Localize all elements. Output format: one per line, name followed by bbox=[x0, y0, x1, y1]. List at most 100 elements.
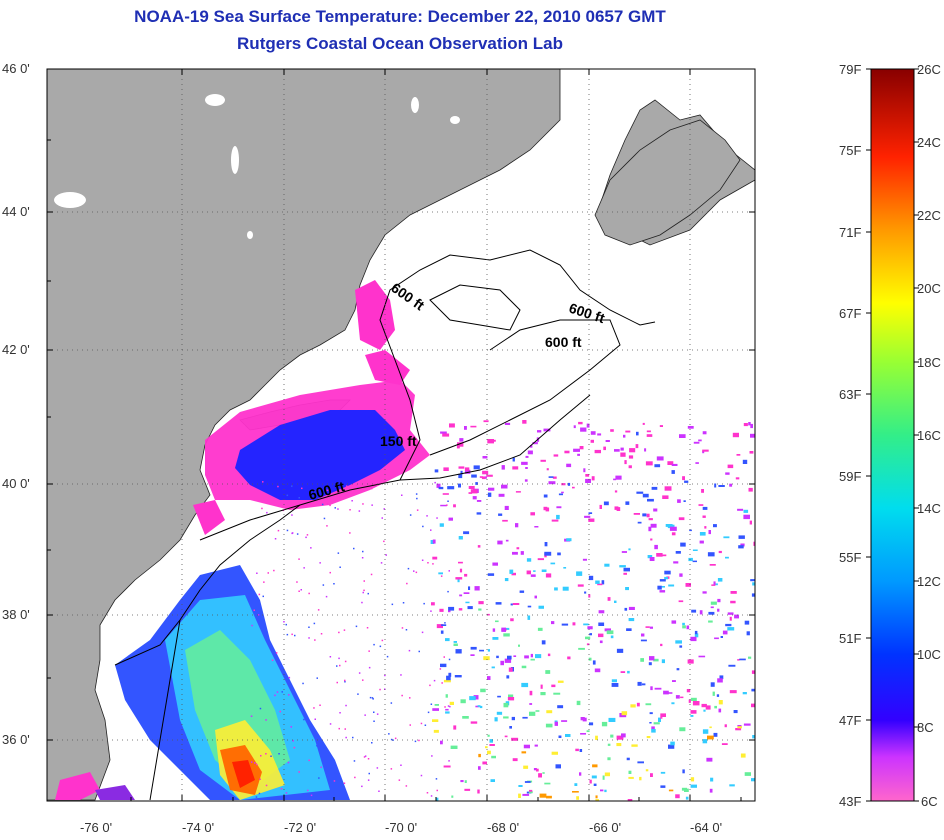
sst-speckle bbox=[510, 618, 514, 622]
sst-speckle bbox=[536, 768, 539, 772]
sst-speckle bbox=[682, 622, 685, 626]
sst-speckle bbox=[254, 762, 256, 764]
sst-speckle bbox=[633, 513, 640, 515]
sst-speckle bbox=[709, 788, 713, 793]
cb-f-label: 47F bbox=[839, 713, 861, 728]
sst-speckle bbox=[642, 513, 647, 517]
sst-speckle bbox=[743, 514, 750, 520]
sst-speckle bbox=[566, 463, 572, 468]
sst-speckle bbox=[645, 461, 653, 466]
sst-speckle bbox=[680, 542, 686, 547]
sst-speckle bbox=[487, 734, 490, 737]
sst-speckle bbox=[691, 609, 697, 613]
sst-speckle bbox=[508, 667, 513, 672]
sst-speckle bbox=[729, 690, 737, 694]
sst-speckle bbox=[727, 464, 734, 469]
sst-speckle bbox=[588, 594, 591, 598]
sst-speckle bbox=[458, 536, 463, 540]
sst-speckle bbox=[438, 572, 443, 575]
sst-speckle bbox=[723, 536, 730, 539]
sst-speckle bbox=[658, 717, 661, 722]
sst-speckle bbox=[280, 788, 283, 790]
sst-speckle bbox=[593, 783, 597, 786]
sst-speckle bbox=[504, 578, 509, 582]
sst-speckle bbox=[551, 684, 556, 688]
sst-speckle bbox=[357, 486, 359, 489]
sst-speckle bbox=[740, 543, 745, 547]
sst-speckle bbox=[625, 587, 629, 591]
sst-speckle bbox=[497, 695, 501, 698]
sst-speckle bbox=[345, 704, 347, 707]
sst-speckle bbox=[351, 500, 353, 502]
sst-speckle bbox=[390, 738, 393, 741]
cb-f-label: 71F bbox=[839, 225, 861, 240]
sst-speckle bbox=[734, 614, 739, 619]
sst-speckle bbox=[710, 606, 714, 609]
sst-speckle bbox=[601, 580, 605, 585]
sst-speckle bbox=[684, 788, 689, 792]
sst-speckle bbox=[600, 789, 604, 792]
sst-speckle bbox=[689, 529, 692, 532]
sst-speckle bbox=[687, 426, 694, 429]
sst-speckle bbox=[259, 707, 262, 710]
sst-speckle bbox=[478, 608, 482, 611]
sst-speckle bbox=[650, 773, 653, 777]
sst-speckle bbox=[482, 470, 489, 475]
sst-speckle bbox=[432, 719, 439, 722]
sst-speckle bbox=[675, 640, 682, 644]
sst-speckle bbox=[645, 703, 652, 706]
sst-speckle bbox=[589, 633, 592, 636]
sst-speckle bbox=[621, 733, 626, 738]
sst-speckle bbox=[574, 783, 578, 786]
sst-speckle bbox=[597, 433, 602, 436]
sst-speckle bbox=[752, 582, 755, 586]
cb-c-label: 22C bbox=[917, 208, 941, 223]
sst-speckle bbox=[338, 657, 340, 660]
sst-speckle bbox=[619, 565, 626, 568]
sst-speckle bbox=[627, 799, 633, 801]
sst-speckle bbox=[448, 610, 451, 613]
sst-speckle bbox=[343, 629, 346, 631]
longitude-labels: -76 0' -74 0' -72 0' -70 0' -68 0' -66 0… bbox=[80, 820, 722, 835]
cb-c-label: 26C bbox=[917, 62, 941, 77]
sst-speckle bbox=[308, 592, 310, 595]
sst-speckle bbox=[721, 743, 728, 745]
sst-speckle bbox=[725, 623, 732, 627]
sst-speckle bbox=[453, 504, 456, 508]
sst-speckle bbox=[478, 601, 484, 605]
sst-speckle bbox=[477, 705, 481, 707]
sst-speckle bbox=[441, 682, 443, 684]
sst-speckle bbox=[336, 681, 338, 684]
sst-speckle bbox=[374, 485, 377, 487]
sst-speckle bbox=[337, 508, 339, 510]
sst-speckle bbox=[580, 427, 587, 432]
sst-speckle bbox=[445, 694, 448, 698]
sst-speckle bbox=[583, 468, 586, 473]
sst-speckle bbox=[686, 689, 691, 693]
sst-speckle bbox=[431, 602, 435, 606]
sst-speckle bbox=[500, 660, 504, 666]
sst-speckle bbox=[654, 687, 662, 690]
sst-speckle bbox=[453, 725, 457, 730]
sst-speckle bbox=[598, 610, 605, 614]
sst-speckle bbox=[553, 454, 559, 457]
sst-speckle bbox=[439, 523, 444, 527]
sst-speckle bbox=[685, 583, 691, 587]
sst-speckle bbox=[649, 626, 653, 629]
sst-speckle bbox=[604, 628, 611, 632]
sst-speckle bbox=[478, 766, 481, 770]
sst-speckle bbox=[534, 744, 538, 747]
sst-speckle bbox=[271, 659, 274, 661]
sst-speckle bbox=[751, 778, 755, 782]
sst-speckle bbox=[483, 420, 489, 423]
sst-speckle bbox=[740, 753, 746, 758]
sst-speckle bbox=[516, 547, 520, 550]
sst-speckle bbox=[659, 425, 663, 427]
sst-speckle bbox=[542, 772, 545, 774]
sst-speckle bbox=[300, 589, 302, 591]
sst-speckle bbox=[498, 493, 505, 497]
sst-speckle bbox=[725, 472, 730, 475]
sst-speckle bbox=[702, 449, 709, 452]
sst-speckle bbox=[421, 559, 424, 561]
sst-speckle bbox=[732, 432, 739, 438]
